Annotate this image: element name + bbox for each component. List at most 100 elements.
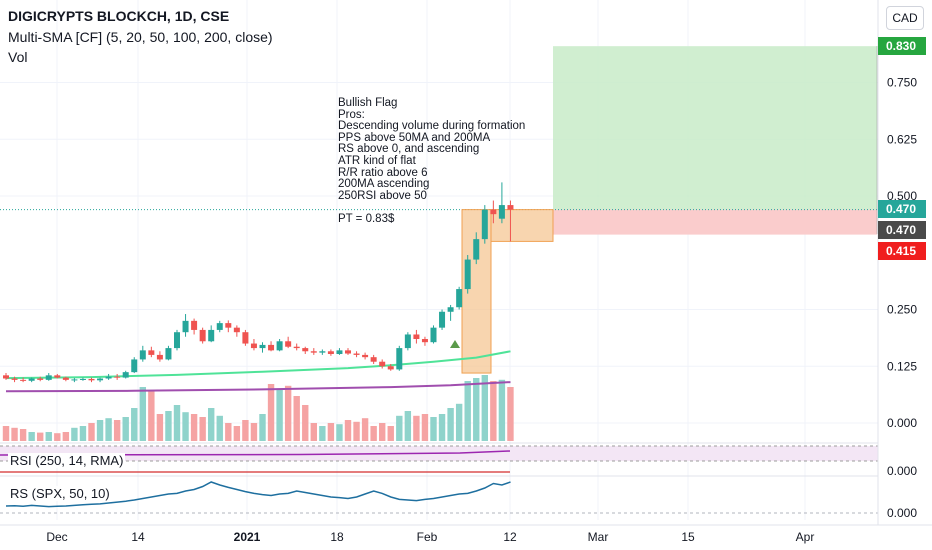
- candle-body: [114, 376, 121, 378]
- volume-bar: [208, 408, 215, 441]
- volume-bar: [396, 415, 403, 441]
- candle-body: [37, 378, 44, 380]
- volume-bar: [19, 429, 27, 441]
- candle-body: [481, 209, 488, 240]
- price-label-target: 0.830: [886, 39, 916, 53]
- volume-bar: [182, 412, 189, 441]
- rs-axis-label: 0.000: [887, 506, 917, 520]
- candle-body: [208, 329, 215, 342]
- candle-body: [71, 379, 78, 381]
- price-tick-label: 0.750: [887, 76, 917, 90]
- volume-bar: [327, 423, 335, 441]
- candle-body: [276, 341, 283, 351]
- target-zone: [553, 46, 877, 210]
- volume-bar: [148, 390, 155, 441]
- volume-bar: [37, 432, 44, 441]
- candle-body: [413, 334, 420, 340]
- volume-bar: [438, 414, 446, 441]
- candle-body: [11, 378, 18, 380]
- volume-bar: [139, 387, 146, 441]
- candle-body: [62, 377, 69, 380]
- volume-bar: [165, 411, 172, 441]
- price-label-current: 0.470: [886, 202, 916, 216]
- price-tick-label: 0.625: [887, 132, 917, 146]
- volume-bar: [242, 420, 249, 441]
- volume-bar: [336, 424, 343, 441]
- volume-bar: [156, 414, 164, 441]
- volume-bar: [113, 420, 121, 441]
- rs-line: [5, 481, 511, 508]
- candle-body: [456, 289, 463, 308]
- volume-bar: [233, 426, 241, 441]
- price-label-stop: 0.415: [886, 244, 916, 258]
- candle-body: [88, 378, 95, 381]
- candle-body: [79, 378, 86, 380]
- candle-body: [498, 205, 505, 219]
- candle-body: [216, 323, 223, 330]
- candle-body: [97, 378, 104, 381]
- time-tick-label: Feb: [417, 530, 438, 544]
- volume-bar: [173, 405, 181, 441]
- volume-bar: [507, 387, 514, 441]
- rs-pane-label[interactable]: RS (SPX, 50, 10): [8, 486, 112, 501]
- candle-body: [250, 343, 257, 349]
- candle-body: [242, 332, 249, 344]
- candle-body: [233, 327, 240, 333]
- price-label-stop-bg: [878, 242, 926, 260]
- candle-body: [439, 311, 446, 328]
- volume-indicator-label[interactable]: Vol: [8, 49, 28, 65]
- volume-bar: [344, 420, 352, 441]
- stop-zone: [553, 209, 877, 235]
- time-tick-label: 18: [330, 530, 344, 544]
- price-label-current-bg: [878, 200, 926, 218]
- candle-body: [370, 357, 377, 362]
- volume-bar: [259, 414, 266, 441]
- candle-body: [122, 372, 129, 378]
- volume-bar: [88, 423, 95, 441]
- volume-bar: [447, 408, 454, 441]
- volume-bar: [361, 418, 369, 441]
- candle-body: [353, 353, 360, 355]
- volume-bar: [225, 423, 232, 441]
- candle-body: [174, 332, 180, 349]
- volume-bar: [370, 426, 377, 441]
- candle-body: [507, 205, 514, 210]
- rsi-pane-label[interactable]: RSI (250, 14, RMA): [8, 453, 126, 468]
- time-tick-label: Dec: [46, 530, 67, 544]
- volume-bar: [250, 423, 258, 441]
- candle-body: [447, 307, 454, 312]
- volume-bar: [284, 385, 292, 441]
- volume-bar: [387, 426, 394, 441]
- volume-bar: [490, 381, 497, 441]
- volume-bar: [293, 396, 300, 441]
- candle-body: [302, 348, 309, 352]
- candle-body: [285, 341, 292, 347]
- volume-bar: [455, 403, 463, 441]
- candle-body: [148, 350, 155, 355]
- volume-bar: [79, 426, 87, 441]
- symbol-title[interactable]: DIGICRYPTS BLOCKCH, 1D, CSE: [8, 8, 230, 24]
- currency-button[interactable]: CAD: [886, 6, 924, 30]
- price-label-entry: 0.470: [886, 223, 916, 237]
- volume-bar: [413, 415, 420, 441]
- volume-bar: [302, 405, 309, 441]
- volume-bar: [54, 433, 61, 441]
- volume-bar: [131, 408, 138, 441]
- candle-body: [490, 209, 497, 215]
- candle-body: [199, 329, 206, 342]
- volume-bar: [404, 411, 412, 441]
- candle-body: [379, 361, 386, 367]
- volume-bar: [353, 421, 360, 441]
- sma200-line: [5, 381, 511, 393]
- volume-bar: [216, 415, 223, 441]
- volume-bar: [62, 432, 70, 441]
- volume-bar: [310, 423, 317, 441]
- sma-indicator-label[interactable]: Multi-SMA [CF] (5, 20, 50, 100, 200, clo…: [8, 29, 273, 45]
- volume-bar: [105, 418, 112, 441]
- volume-bar: [421, 414, 429, 441]
- candle-body: [191, 320, 198, 330]
- rsi-line: [0, 450, 511, 456]
- candle-body: [139, 350, 146, 360]
- candle-body: [165, 348, 172, 360]
